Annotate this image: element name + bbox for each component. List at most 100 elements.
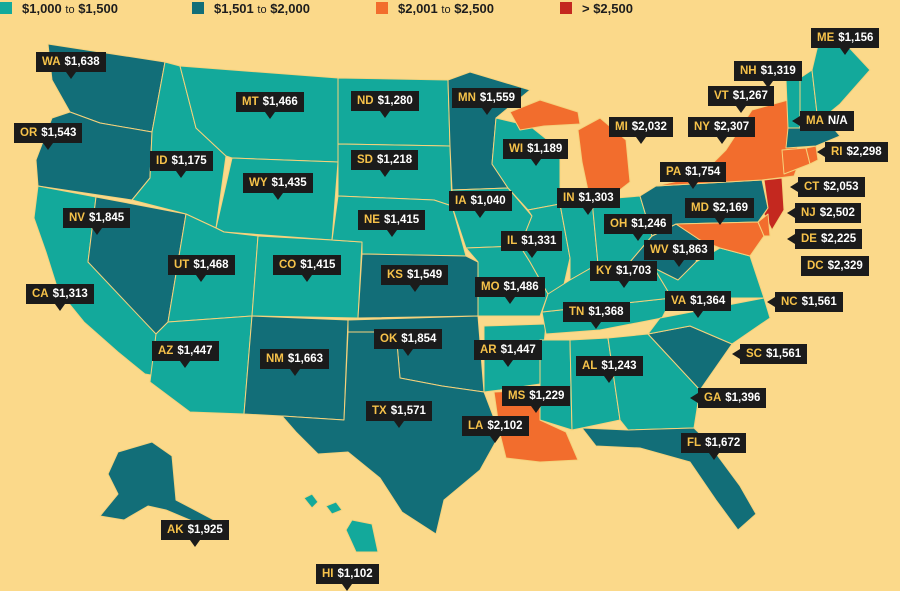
state-abbr: AR <box>480 344 497 356</box>
state-hi <box>303 493 379 553</box>
legend-label: $1,000 to $1,500 <box>22 0 118 16</box>
state-value: $1,331 <box>521 235 557 247</box>
state-label-nv: NV $1,845 <box>63 208 131 235</box>
state-abbr: MA <box>806 115 824 127</box>
label-pointer <box>379 170 390 177</box>
state-abbr: SD <box>357 154 373 166</box>
state-value: $1,447 <box>500 344 536 356</box>
legend-label: > $2,500 <box>582 0 633 16</box>
state-value: $1,543 <box>41 127 77 139</box>
label-pointer <box>790 182 798 192</box>
label-pointer <box>54 304 65 311</box>
state-mi <box>577 117 631 201</box>
label-pointer <box>531 406 542 413</box>
state-value: $1,703 <box>615 265 652 277</box>
state-label-me: ME $1,156 <box>811 28 880 55</box>
state-ms <box>539 339 573 431</box>
state-abbr: ME <box>817 32 835 44</box>
label-pointer <box>43 143 54 150</box>
state-label-id: ID $1,175 <box>150 151 213 178</box>
state-label-tx: TX $1,571 <box>366 401 432 428</box>
state-abbr: UT <box>174 259 190 271</box>
state-id <box>131 61 227 229</box>
label-pointer <box>604 376 615 383</box>
state-label-ri: RI $2,298 <box>817 142 888 162</box>
state-value: $1,754 <box>685 166 721 178</box>
state-value: $1,280 <box>377 95 413 107</box>
state-tx <box>281 331 501 535</box>
label-pointer <box>176 171 187 178</box>
state-abbr: WY <box>249 177 268 189</box>
label-pointer <box>386 230 397 237</box>
state-label-nh: NH $1,319 <box>734 61 802 88</box>
state-abbr: MI <box>615 121 628 133</box>
state-abbr: AK <box>167 524 184 536</box>
state-abbr: ID <box>156 155 168 167</box>
state-value: $1,319 <box>760 65 796 77</box>
state-abbr: HI <box>322 568 334 580</box>
state-abbr: AL <box>582 360 598 372</box>
legend-label: $2,001 to $2,500 <box>398 0 494 16</box>
state-value: $1,364 <box>690 295 726 307</box>
label-pointer <box>635 137 646 144</box>
state-value: $1,863 <box>672 244 708 256</box>
state-abbr: MN <box>458 92 476 104</box>
label-pointer <box>787 208 795 218</box>
state-value: $1,218 <box>376 154 413 166</box>
label-pointer <box>91 228 102 235</box>
state-value: $1,638 <box>64 56 100 68</box>
state-abbr: IN <box>563 192 575 204</box>
state-abbr: TN <box>569 306 585 318</box>
label-pointer <box>708 453 719 460</box>
state-abbr: MO <box>481 281 500 293</box>
state-value: $1,189 <box>527 143 563 155</box>
state-value: $1,447 <box>177 345 213 357</box>
state-abbr: FL <box>687 437 702 449</box>
state-abbr: DC <box>807 260 824 272</box>
state-mi-upper <box>509 99 581 131</box>
state-value: $1,561 <box>801 296 837 308</box>
state-label-ma: MA N/A <box>792 111 854 131</box>
state-label-pa: PA $1,754 <box>660 162 727 189</box>
state-value: $1,396 <box>725 392 761 404</box>
state-abbr: ND <box>357 95 374 107</box>
state-ak <box>99 441 215 527</box>
state-abbr: NH <box>740 65 757 77</box>
state-abbr: NC <box>781 296 798 308</box>
legend-item-1501-2000: $1,501 to $2,000 <box>192 0 310 16</box>
state-label-il: IL $1,331 <box>501 231 563 258</box>
label-pointer <box>714 218 725 225</box>
state-label-ak: AK $1,925 <box>161 520 229 547</box>
state-value: $1,672 <box>705 437 741 449</box>
state-value: $1,040 <box>470 195 506 207</box>
state-value: $1,102 <box>337 568 373 580</box>
label-pointer <box>289 369 300 376</box>
state-label-wv: WV $1,863 <box>644 240 714 267</box>
label-pointer <box>591 322 602 329</box>
label-pointer <box>490 436 501 443</box>
state-abbr: VT <box>714 90 729 102</box>
state-value: $1,925 <box>187 524 223 536</box>
state-label-dc: DC $2,329 <box>801 256 869 276</box>
state-value: $2,169 <box>712 202 749 214</box>
state-label-la: LA $2,102 <box>462 416 529 443</box>
state-abbr: DE <box>801 233 817 245</box>
state-abbr: LA <box>468 420 484 432</box>
label-pointer <box>475 211 486 218</box>
state-abbr: CO <box>279 259 297 271</box>
state-az <box>149 315 253 415</box>
state-value: $1,845 <box>88 212 125 224</box>
label-pointer <box>189 540 200 547</box>
state-label-wy: WY $1,435 <box>243 173 313 200</box>
label-pointer <box>693 311 704 318</box>
label-pointer <box>526 251 537 258</box>
state-abbr: NY <box>694 121 710 133</box>
state-abbr: OR <box>20 127 38 139</box>
state-label-mo: MO $1,486 <box>475 277 545 304</box>
state-abbr: IA <box>455 195 467 207</box>
label-pointer <box>504 297 515 304</box>
state-value: $1,229 <box>529 390 565 402</box>
legend-swatch <box>192 2 204 14</box>
legend-item-2001-2500: $2,001 to $2,500 <box>376 0 494 16</box>
label-pointer <box>502 360 513 367</box>
